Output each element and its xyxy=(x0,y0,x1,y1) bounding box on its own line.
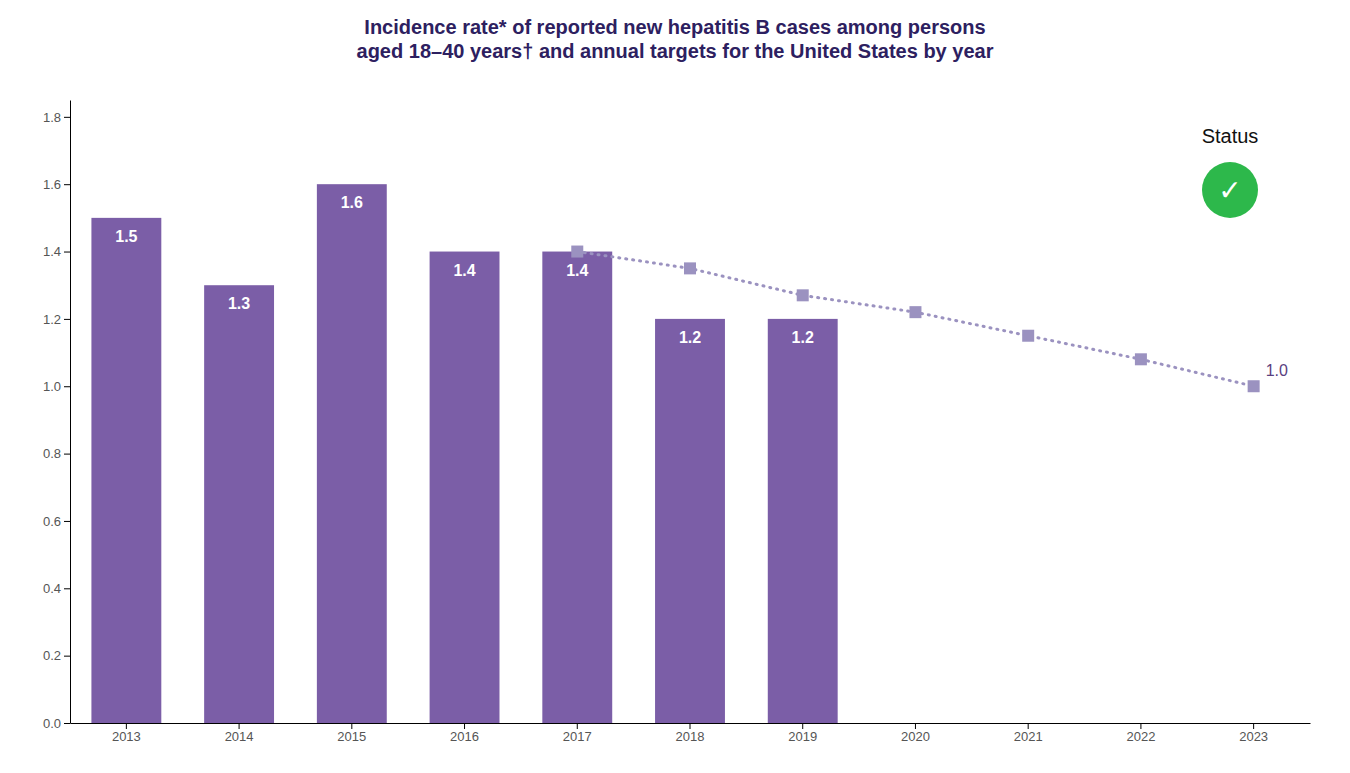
x-axis: 2013 2014 2015 2016 2017 2018 2019 2020 2021 2022… xyxy=(71,723,1311,744)
x-tick-mark xyxy=(1028,723,1029,729)
x-tick-label: 2016 xyxy=(450,729,479,744)
bar xyxy=(542,252,612,723)
x-tick: 2018 xyxy=(676,723,705,744)
y-tick: 0.6 xyxy=(43,514,70,529)
status-check: ✓ xyxy=(1218,174,1241,207)
y-tick-label: 0.4 xyxy=(43,581,61,596)
x-tick: 2015 xyxy=(337,723,366,744)
labels: 1.5 1.3 1.6 1.4 1.4 1.2 1.2 1.0 Status ✓ xyxy=(115,125,1288,379)
y-axis: 0.0 0.2 0.4 0.6 0.8 1.0 1.2 1.4 1.6 1.8 xyxy=(43,101,71,731)
y-tick-label: 1.6 xyxy=(43,177,61,192)
x-tick: 2017 xyxy=(563,723,592,744)
data-label: 1.6 xyxy=(341,194,363,211)
y-tick: 1.4 xyxy=(43,244,70,259)
marks xyxy=(91,184,1259,723)
x-tick-label: 2023 xyxy=(1239,729,1268,744)
title-line: aged 18–40 years† and annual targets for… xyxy=(357,40,994,62)
data-label: 1.4 xyxy=(453,262,475,279)
target-marker xyxy=(684,262,696,274)
y-tick-label: 0.2 xyxy=(43,648,61,663)
y-tick-mark xyxy=(64,521,70,522)
y-tick: 0.0 xyxy=(43,716,70,731)
y-tick-mark xyxy=(64,588,70,589)
y-tick-mark xyxy=(64,252,70,253)
x-tick-label: 2017 xyxy=(563,729,592,744)
y-tick-mark xyxy=(64,386,70,387)
y-tick-mark xyxy=(64,117,70,118)
target-line xyxy=(577,252,1253,387)
y-tick-label: 1.0 xyxy=(43,379,61,394)
x-tick-label: 2022 xyxy=(1126,729,1155,744)
x-tick-mark xyxy=(1140,723,1141,729)
y-tick-mark xyxy=(64,319,70,320)
y-tick-mark xyxy=(64,184,70,185)
y-tick: 1.2 xyxy=(43,312,70,327)
x-tick-mark xyxy=(126,723,127,729)
target-marker xyxy=(1248,380,1260,392)
x-tick-label: 2013 xyxy=(112,729,141,744)
x-tick-mark xyxy=(577,723,578,729)
target-marker xyxy=(909,306,921,318)
y-tick-mark xyxy=(64,454,70,455)
data-label: 1.3 xyxy=(228,295,250,312)
x-tick-label: 2020 xyxy=(901,729,930,744)
target-marker xyxy=(571,246,583,258)
axis-line xyxy=(70,101,71,724)
y-tick-label: 1.4 xyxy=(43,244,61,259)
bar xyxy=(430,252,500,723)
target-marker xyxy=(797,289,809,301)
bar xyxy=(91,218,161,723)
y-tick-label: 1.2 xyxy=(43,312,61,327)
bar xyxy=(768,319,838,723)
x-tick: 2023 xyxy=(1239,723,1268,744)
x-tick-label: 2019 xyxy=(788,729,817,744)
y-tick: 0.4 xyxy=(43,581,70,596)
status-label: Status xyxy=(1202,125,1259,147)
x-tick-mark xyxy=(1253,723,1254,729)
y-tick: 1.0 xyxy=(43,379,70,394)
y-tick-label: 1.8 xyxy=(43,109,61,124)
data-label: 1.2 xyxy=(679,329,701,346)
final-value-label: 1.0 xyxy=(1266,362,1288,379)
x-tick: 2019 xyxy=(788,723,817,744)
x-tick: 2014 xyxy=(225,723,254,744)
title-line: Incidence rate* of reported new hepatiti… xyxy=(364,16,985,38)
y-tick-mark xyxy=(64,656,70,657)
y-tick: 1.6 xyxy=(43,177,70,192)
status-circle xyxy=(1202,162,1258,218)
x-tick-mark xyxy=(464,723,465,729)
data-label: 1.4 xyxy=(566,262,588,279)
x-tick-label: 2018 xyxy=(676,729,705,744)
target-marker xyxy=(1022,330,1034,342)
x-tick: 2021 xyxy=(1014,723,1043,744)
title: Incidence rate* of reported new hepatiti… xyxy=(357,16,994,62)
x-tick-label: 2021 xyxy=(1014,729,1043,744)
x-tick-mark xyxy=(802,723,803,729)
y-tick-label: 0.6 xyxy=(43,514,61,529)
bar xyxy=(204,285,274,723)
data-label: 1.5 xyxy=(115,228,137,245)
bar xyxy=(317,184,387,723)
y-tick: 1.8 xyxy=(43,109,70,124)
y-tick: 0.8 xyxy=(43,446,70,461)
y-tick: 0.2 xyxy=(43,648,70,663)
chart: Incidence rate* of reported new hepatiti… xyxy=(0,0,1350,773)
x-tick-mark xyxy=(239,723,240,729)
x-tick: 2016 xyxy=(450,723,479,744)
y-tick-mark xyxy=(64,723,70,724)
y-tick-label: 0.0 xyxy=(43,716,61,731)
x-tick-mark xyxy=(690,723,691,729)
target-marker xyxy=(1135,353,1147,365)
x-tick-mark xyxy=(351,723,352,729)
x-tick: 2022 xyxy=(1126,723,1155,744)
x-tick: 2020 xyxy=(901,723,930,744)
data-label: 1.2 xyxy=(792,329,814,346)
x-tick-label: 2015 xyxy=(337,729,366,744)
x-tick: 2013 xyxy=(112,723,141,744)
x-tick-label: 2014 xyxy=(225,729,254,744)
x-tick-mark xyxy=(915,723,916,729)
bar xyxy=(655,319,725,723)
y-tick-label: 0.8 xyxy=(43,446,61,461)
plot: 0.00.20.40.60.81.01.21.41.61.82013201420… xyxy=(43,101,1311,745)
